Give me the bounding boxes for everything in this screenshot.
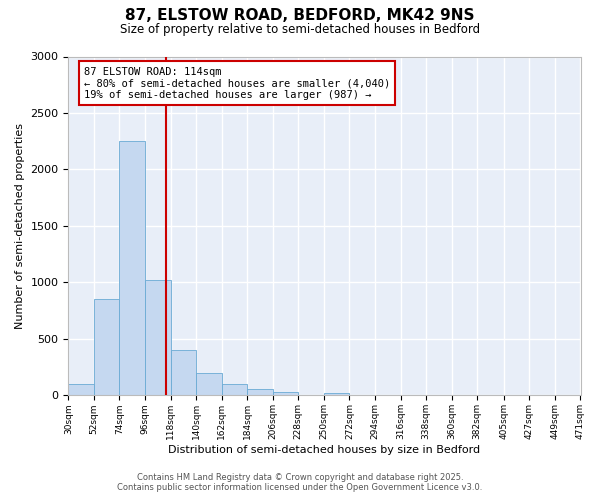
Bar — [68, 384, 94, 396]
Bar — [170, 350, 196, 396]
Bar — [221, 384, 247, 396]
Bar — [273, 392, 298, 396]
Bar — [119, 141, 145, 396]
Y-axis label: Number of semi-detached properties: Number of semi-detached properties — [15, 123, 25, 329]
Text: Size of property relative to semi-detached houses in Bedford: Size of property relative to semi-detach… — [120, 22, 480, 36]
Bar — [145, 280, 170, 396]
Bar — [247, 388, 273, 396]
Bar — [324, 393, 349, 396]
Text: 87 ELSTOW ROAD: 114sqm
← 80% of semi-detached houses are smaller (4,040)
19% of : 87 ELSTOW ROAD: 114sqm ← 80% of semi-det… — [84, 66, 390, 100]
Text: Contains HM Land Registry data © Crown copyright and database right 2025.
Contai: Contains HM Land Registry data © Crown c… — [118, 473, 482, 492]
Text: 87, ELSTOW ROAD, BEDFORD, MK42 9NS: 87, ELSTOW ROAD, BEDFORD, MK42 9NS — [125, 8, 475, 22]
Bar — [94, 300, 119, 396]
X-axis label: Distribution of semi-detached houses by size in Bedford: Distribution of semi-detached houses by … — [169, 445, 481, 455]
Bar — [196, 373, 221, 396]
